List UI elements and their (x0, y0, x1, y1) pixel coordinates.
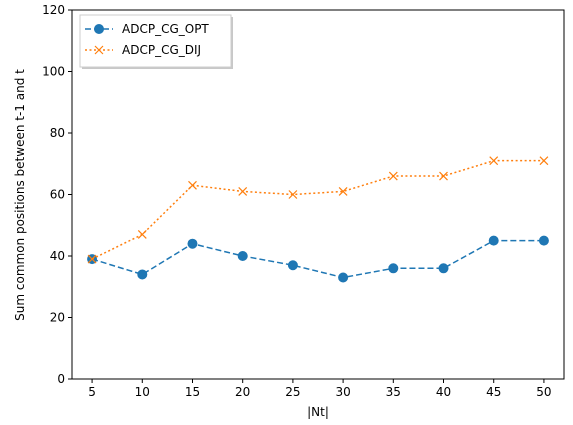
series-2-point (539, 156, 549, 166)
y-tick-label: 0 (57, 372, 65, 386)
x-tick-label: 20 (235, 385, 250, 399)
y-axis-label: Sum common positions between t-1 and t (13, 69, 27, 321)
x-tick-label: 15 (185, 385, 200, 399)
y-tick-label: 40 (50, 249, 65, 263)
y-tick-label: 20 (50, 311, 65, 325)
x-axis-label: |Nt| (307, 405, 329, 419)
series-1-point (488, 235, 499, 246)
series-2-point (87, 254, 97, 264)
series-1-point (137, 269, 148, 280)
axes-layer: 5 10 15 20 25 30 35 40 45 50 0 20 40 60 80 100 120 (42, 3, 565, 399)
legend-label-2: ADCP_CG_DIJ (122, 43, 201, 57)
x-tick-label: 40 (436, 385, 451, 399)
x-tick-label: 25 (285, 385, 300, 399)
series-1-point (388, 263, 399, 274)
series-1-point (338, 272, 349, 283)
series-2-point (137, 230, 147, 239)
x-tick-label: 10 (135, 385, 150, 399)
x-tick-label: 45 (486, 385, 501, 399)
x-tick-label: 50 (536, 385, 551, 399)
series-1-point (287, 260, 298, 271)
y-tick-label: 60 (50, 188, 65, 202)
legend-label-1: ADCP_CG_OPT (122, 22, 209, 36)
plot-layer (87, 156, 549, 283)
y-tick-label: 120 (42, 3, 65, 17)
series-2-point (388, 171, 398, 181)
legend: ADCP_CG_OPT ADCP_CG_DIJ (79, 14, 233, 69)
series-2-point (188, 180, 197, 190)
legend-box (79, 14, 232, 68)
series-2-point (338, 187, 348, 196)
series-2-point (238, 187, 248, 196)
series-2-point (489, 156, 499, 166)
series-1-point (187, 238, 198, 249)
series-1-point (438, 263, 449, 274)
x-tick-label: 35 (386, 385, 401, 399)
series-line-1 (91, 239, 544, 279)
x-tick-label: 5 (88, 385, 96, 399)
series-1-point (538, 235, 549, 246)
series-2-point (439, 171, 448, 181)
y-tick-label: 80 (50, 126, 65, 140)
series-1-point (237, 251, 248, 261)
legend-marker-2 (94, 45, 104, 55)
series-line-2 (91, 159, 544, 260)
x-tick-label: 30 (335, 385, 350, 399)
legend-marker-1 (94, 24, 104, 34)
y-tick-label: 100 (42, 65, 65, 79)
series-2-point (288, 190, 298, 199)
